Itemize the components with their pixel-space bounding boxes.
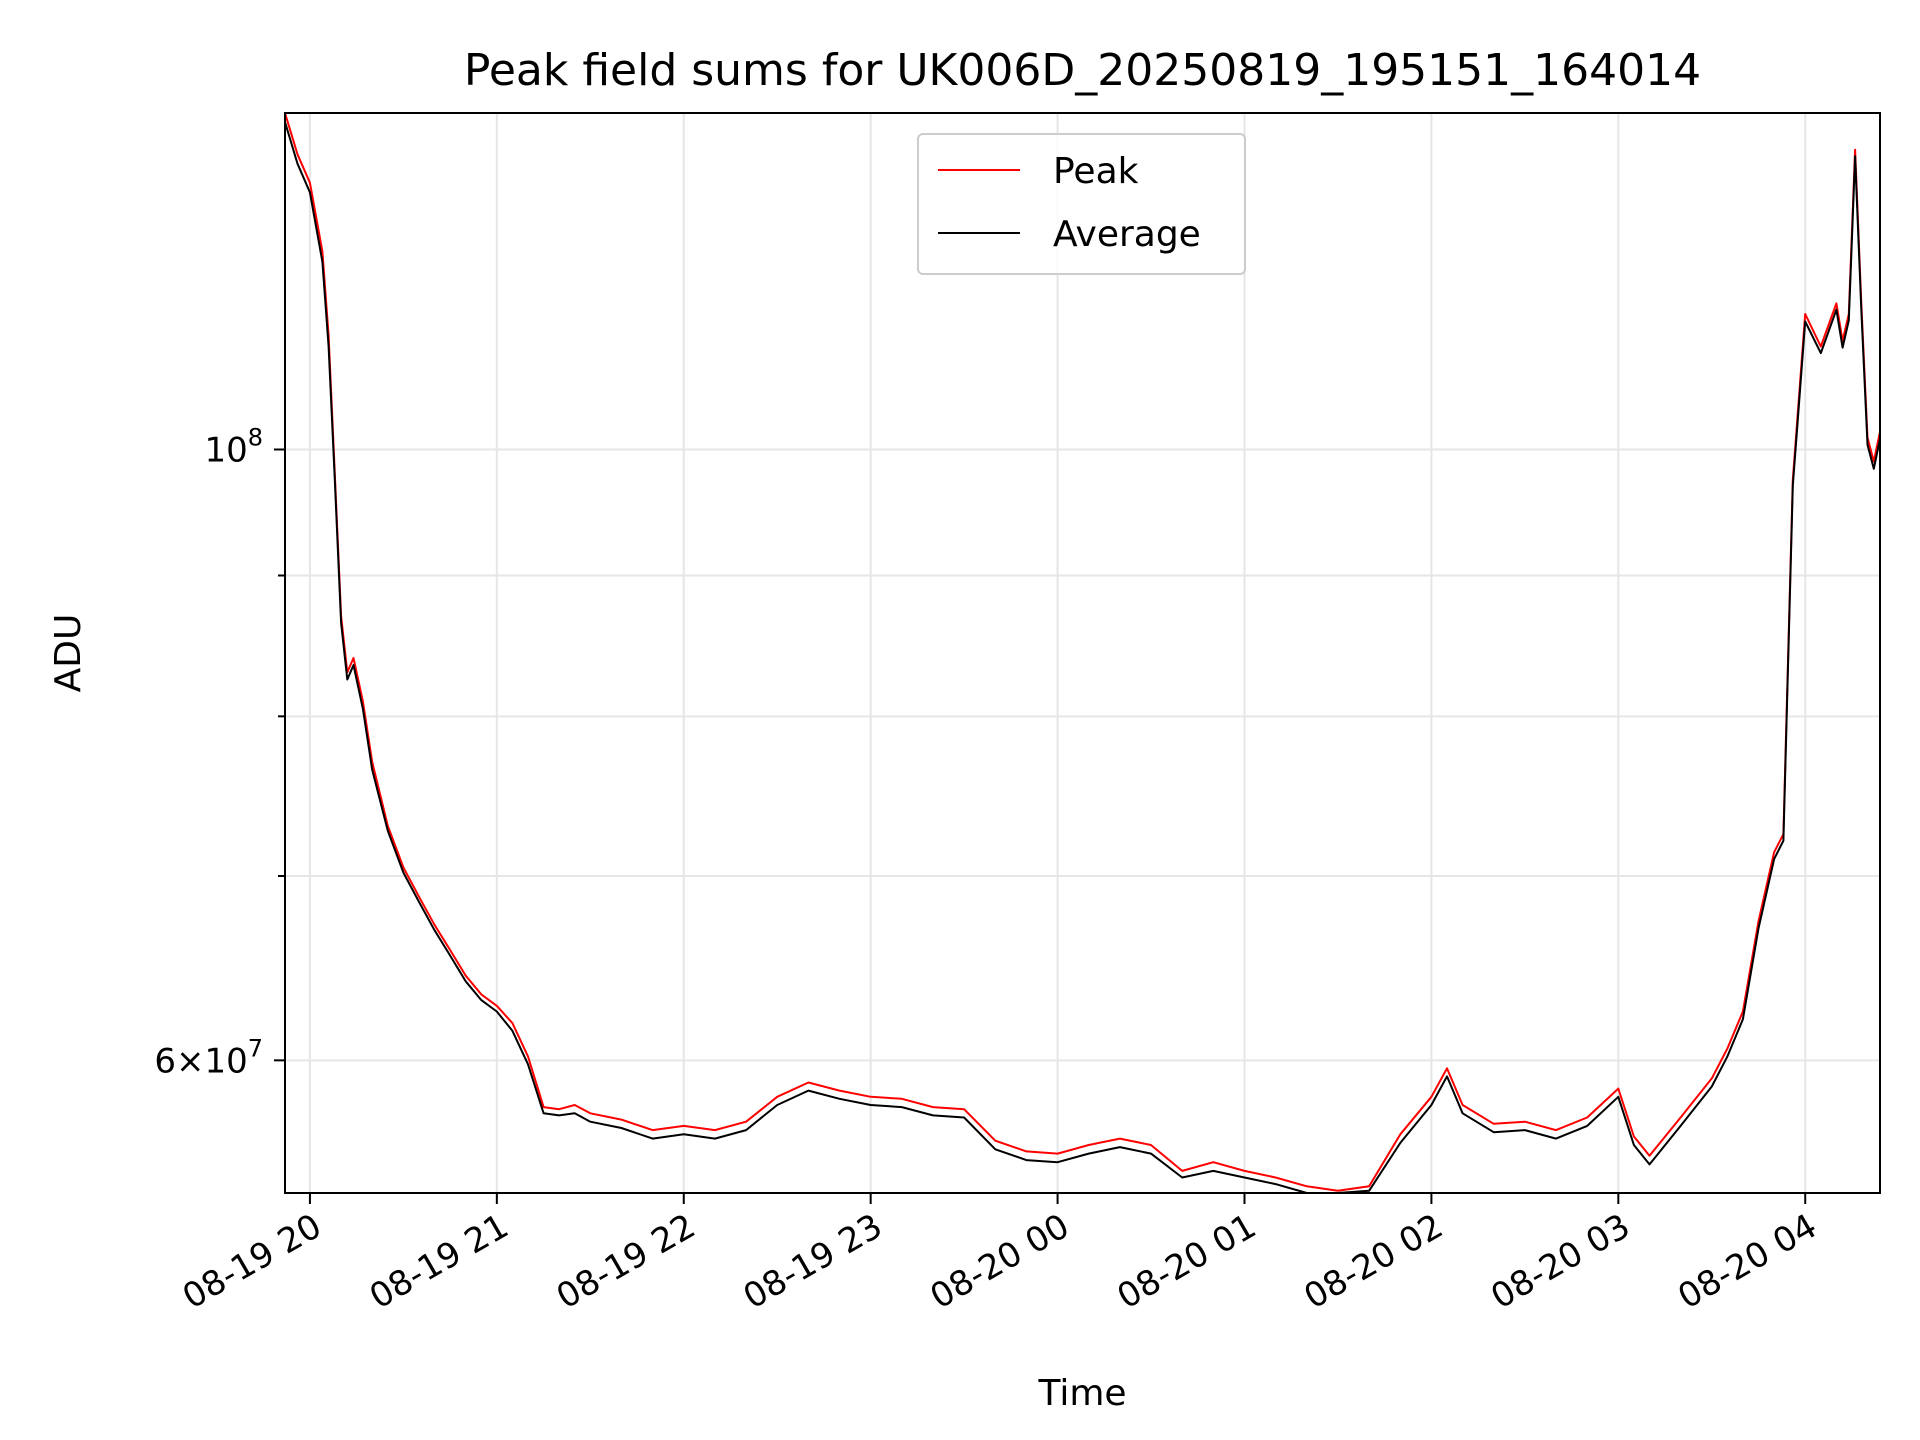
y-tick-base: 10 (204, 1041, 247, 1081)
y-tick-times: × (176, 1041, 205, 1081)
x-axis-title: Time (1037, 1373, 1126, 1414)
series-line-average (284, 121, 1881, 1194)
legend-label-average: Average (1053, 214, 1201, 255)
legend-label-peak: Peak (1053, 151, 1139, 192)
y-tick-label: 6×107 (154, 1034, 263, 1081)
y-tick-label: 108 (204, 424, 263, 471)
y-tick-exponent: 7 (248, 1034, 263, 1062)
legend: Peak Average (917, 133, 1246, 275)
y-tick-mantissa: 6 (154, 1041, 176, 1081)
series-lines (284, 112, 1881, 1194)
y-tick-base: 10 (204, 431, 247, 471)
y-tick-exponent: 8 (248, 424, 263, 452)
series-line-peak (284, 112, 1881, 1192)
grid-lines (285, 113, 1880, 1193)
plot-frame (284, 112, 1881, 1194)
chart-title: Peak field sums for UK006D_20250819_1951… (464, 45, 1701, 96)
y-axis-title: ADU (48, 614, 89, 693)
